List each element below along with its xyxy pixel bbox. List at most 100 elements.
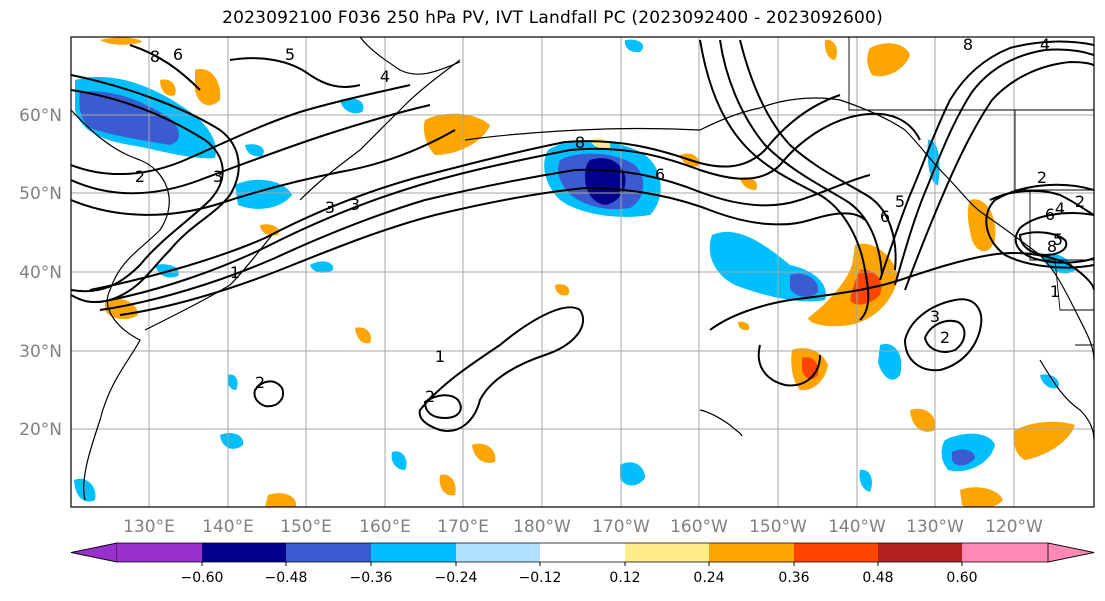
contour-label: 5 bbox=[1053, 230, 1063, 249]
latitude-labels: 60°N 50°N 40°N 30°N 20°N bbox=[19, 106, 62, 440]
political-borders bbox=[848, 37, 1094, 346]
shade-negative-region bbox=[1040, 374, 1059, 389]
contour-line bbox=[99, 168, 871, 311]
contour-line bbox=[71, 104, 431, 195]
colorbar-bin bbox=[709, 543, 794, 562]
contour-line bbox=[1018, 231, 1068, 257]
contour-line bbox=[709, 252, 1094, 331]
colorbar-bin bbox=[456, 543, 540, 562]
colorbar-bin bbox=[625, 543, 709, 562]
coastline-mexico bbox=[1039, 359, 1094, 441]
contour-label: 5 bbox=[895, 192, 905, 211]
contour-line bbox=[989, 189, 1094, 216]
contour-label: 8 bbox=[963, 35, 973, 54]
contour-label: 6 bbox=[1045, 205, 1055, 224]
lon-label: 170°W bbox=[592, 517, 650, 537]
contour-label: 2 bbox=[135, 167, 145, 186]
lon-label: 140°W bbox=[828, 517, 886, 537]
border-line bbox=[1054, 259, 1094, 311]
colorbar-extend-min bbox=[70, 542, 118, 563]
shade-positive-region bbox=[423, 113, 490, 155]
shade-negative-region bbox=[952, 449, 975, 466]
lat-label: 30°N bbox=[19, 342, 62, 362]
shade-negative-region bbox=[227, 374, 238, 390]
contour-label: 3 bbox=[930, 307, 940, 326]
contour-line bbox=[985, 183, 1094, 269]
shade-negative-region bbox=[220, 433, 244, 449]
contour-label: 2 bbox=[255, 373, 265, 392]
contour-label: 3 bbox=[350, 195, 360, 214]
contour-line bbox=[423, 394, 462, 420]
contour-line bbox=[904, 60, 1094, 291]
map-frame bbox=[70, 36, 1095, 508]
contour-label: 5 bbox=[285, 45, 295, 64]
colorbar-tick-label: 0.60 bbox=[946, 570, 977, 586]
shade-positive-region bbox=[195, 69, 221, 106]
contour-label: 8 bbox=[1047, 237, 1057, 256]
shade-negative-region bbox=[859, 469, 872, 492]
lon-label: 160°E bbox=[359, 517, 411, 537]
colorbar-bin bbox=[286, 543, 371, 562]
lon-label: 130°W bbox=[906, 517, 964, 537]
contour-line bbox=[119, 186, 866, 316]
shade-positive-region bbox=[910, 408, 936, 432]
coastline-alaska bbox=[759, 97, 1094, 361]
shade-positive-region bbox=[100, 37, 142, 45]
contour-label: 3 bbox=[325, 198, 335, 217]
colorbar-bin bbox=[962, 543, 1048, 562]
shade-positive-region bbox=[265, 493, 297, 507]
shade-positive-region bbox=[740, 177, 758, 190]
colorbar-bin bbox=[878, 543, 962, 562]
colorbar-bin bbox=[794, 543, 878, 562]
contour-label: 1 bbox=[1050, 282, 1060, 301]
shade-positive-region bbox=[738, 321, 750, 331]
contour-line bbox=[129, 44, 201, 91]
lon-label: 140°E bbox=[202, 517, 254, 537]
contour-label: 4 bbox=[380, 67, 390, 86]
shade-negative-region bbox=[878, 344, 902, 380]
contour-line bbox=[89, 94, 841, 291]
shade-negative-region bbox=[310, 261, 334, 273]
lon-label: 170°E bbox=[437, 517, 489, 537]
contour-label: 2 bbox=[940, 328, 950, 347]
shade-positive-region bbox=[355, 327, 371, 344]
shade-negative-region bbox=[620, 462, 645, 486]
lat-label: 20°N bbox=[19, 420, 62, 440]
contour-label: 2 bbox=[1037, 168, 1047, 187]
colorbar-tick-label: 0.12 bbox=[609, 570, 640, 586]
contour-label: 3 bbox=[213, 167, 223, 186]
colorbar-tick-label: −0.60 bbox=[181, 570, 224, 586]
colorbar-tick-label: 0.24 bbox=[693, 570, 724, 586]
contour-line bbox=[229, 57, 361, 88]
border-line bbox=[1029, 190, 1094, 261]
colorbar-tick-label: 0.48 bbox=[862, 570, 893, 586]
border-line bbox=[848, 37, 985, 111]
colorbar-bin bbox=[117, 543, 202, 562]
colorbar-bin bbox=[202, 543, 286, 562]
shade-negative-region bbox=[340, 98, 364, 114]
contour-line bbox=[894, 48, 1094, 286]
coastline-northbound bbox=[359, 37, 461, 75]
pv-contours bbox=[71, 39, 1094, 432]
shade-negative-region bbox=[624, 39, 644, 53]
shade-positive-region bbox=[439, 474, 456, 496]
lat-label: 50°N bbox=[19, 184, 62, 204]
contour-line bbox=[1014, 212, 1094, 264]
contour-line bbox=[879, 40, 1094, 281]
colorbar-outline bbox=[70, 542, 1095, 563]
contour-label: 2 bbox=[1075, 192, 1085, 211]
colorbar-tick-label: −0.24 bbox=[435, 570, 478, 586]
contour-label: 2 bbox=[425, 387, 435, 406]
contour-line bbox=[903, 298, 983, 372]
colorbar-tick-label: 0.36 bbox=[778, 570, 809, 586]
contour-line bbox=[757, 344, 821, 387]
contour-label: 1 bbox=[435, 347, 445, 366]
colorbar-bin bbox=[540, 543, 625, 562]
contour-label: 1 bbox=[230, 263, 240, 282]
shade-positive-region bbox=[472, 443, 496, 463]
contour-line bbox=[71, 84, 411, 175]
lon-label: 180°W bbox=[513, 517, 571, 537]
shade-positive-region bbox=[960, 487, 1003, 507]
